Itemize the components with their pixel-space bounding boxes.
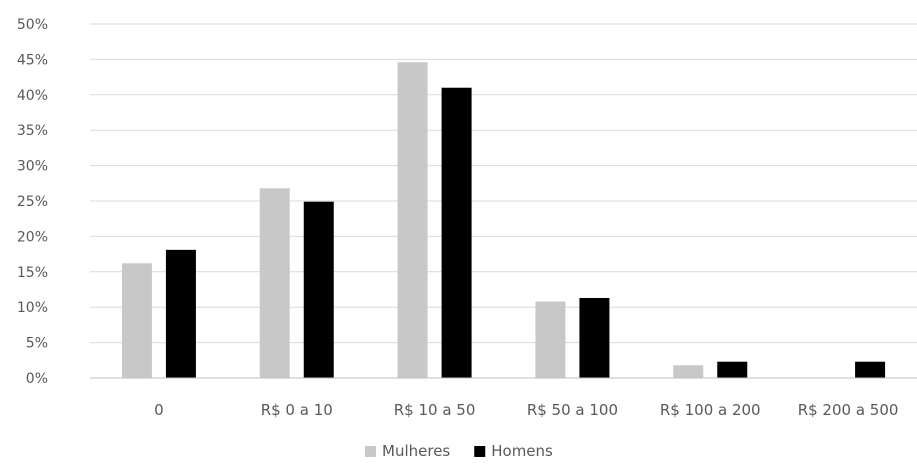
bar-homens-2 — [441, 87, 472, 378]
legend-label-mulheres: Mulheres — [382, 442, 450, 460]
legend-label-homens: Homens — [491, 442, 553, 460]
y-tick-label: 45% — [17, 52, 48, 68]
y-tick-label: 0% — [26, 371, 48, 387]
x-category-label: R$ 200 a 500 — [798, 401, 899, 419]
y-tick-label: 35% — [17, 123, 48, 139]
bar-homens-4 — [717, 361, 748, 378]
legend-swatch-homens — [474, 446, 486, 457]
bar-homens-1 — [303, 201, 334, 378]
bar-mulheres-0 — [121, 263, 152, 378]
x-category-label: R$ 0 a 10 — [261, 401, 333, 419]
y-tick-label: 50% — [17, 17, 48, 33]
bar-mulheres-2 — [397, 62, 428, 379]
x-category-label: R$ 10 a 50 — [394, 401, 476, 419]
bar-homens-0 — [165, 249, 196, 378]
legend-swatch-mulheres — [365, 446, 376, 457]
bars — [121, 62, 886, 379]
y-tick-label: 40% — [17, 88, 48, 104]
x-axis-category-labels: 0 R$ 0 a 10 R$ 10 a 50 R$ 50 a 100 R$ 100 a … — [154, 401, 898, 419]
bar-mulheres-3 — [535, 301, 566, 378]
x-category-label: R$ 100 a 200 — [660, 401, 761, 419]
bar-mulheres-4 — [673, 365, 704, 378]
y-tick-label: 10% — [17, 300, 48, 316]
bar-homens-3 — [579, 297, 610, 378]
bar-homens-5 — [855, 361, 886, 378]
gridlines — [90, 23, 917, 344]
legend: Mulheres Homens — [365, 442, 553, 460]
bar-mulheres-1 — [259, 188, 290, 378]
y-tick-label: 5% — [26, 336, 48, 352]
y-tick-label: 20% — [17, 229, 48, 245]
y-axis-tick-labels: 0% 5% 10% 15% 20% 25% 30% 35% 40% 45% 50% — [17, 17, 48, 387]
y-tick-label: 30% — [17, 159, 48, 175]
y-tick-label: 15% — [17, 265, 48, 281]
x-category-label: 0 — [154, 401, 164, 419]
x-category-label: R$ 50 a 100 — [527, 401, 618, 419]
y-tick-label: 25% — [17, 194, 48, 210]
